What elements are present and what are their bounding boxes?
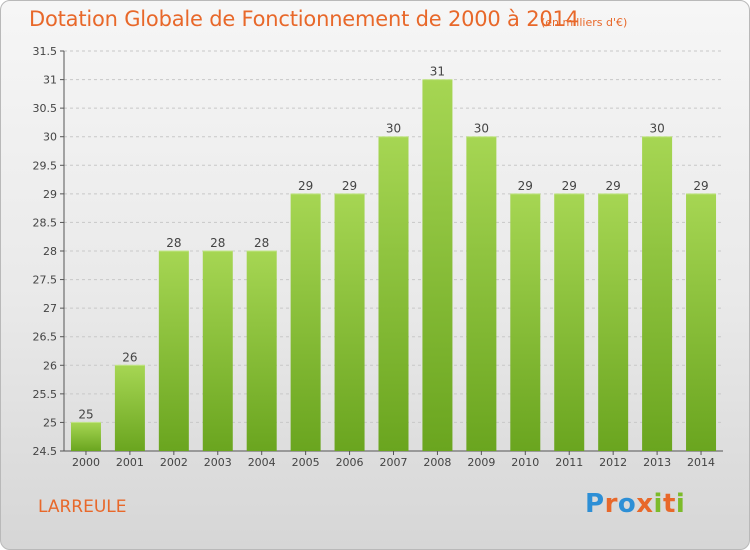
bar-value-label: 30 xyxy=(386,122,401,136)
bar xyxy=(510,193,541,451)
x-tick-label: 2014 xyxy=(687,456,715,469)
y-tick-label: 28.5 xyxy=(33,216,58,229)
y-tick-label: 31.5 xyxy=(33,45,58,58)
y-tick-label: 24.5 xyxy=(33,445,58,458)
x-tick-label: 2002 xyxy=(160,456,188,469)
bar xyxy=(158,251,189,451)
bar xyxy=(554,193,585,451)
bar xyxy=(202,251,233,451)
bar-value-label: 31 xyxy=(430,65,445,79)
bar xyxy=(598,193,629,451)
bar-value-label: 29 xyxy=(562,179,577,193)
y-tick-label: 27 xyxy=(43,302,57,315)
x-tick-label: 2010 xyxy=(511,456,539,469)
bar xyxy=(114,365,145,451)
bar-value-label: 25 xyxy=(78,407,93,421)
chart-title: Dotation Globale de Fonctionnement de 20… xyxy=(29,7,579,31)
proxiti-logo[interactable]: Proxiti xyxy=(585,489,686,519)
bar-value-label: 30 xyxy=(649,122,664,136)
x-tick-label: 2006 xyxy=(336,456,364,469)
bar-value-label: 29 xyxy=(342,179,357,193)
bar-value-label: 29 xyxy=(606,179,621,193)
x-tick-label: 2005 xyxy=(292,456,320,469)
x-tick-label: 2004 xyxy=(248,456,276,469)
bar-value-label: 28 xyxy=(166,236,181,250)
labels: 24.5 25 25.5 26 26.5 27 27.5 28 28.5 29 29.5 30 30.5… xyxy=(33,45,716,469)
bar xyxy=(246,251,277,451)
y-tick-label: 29 xyxy=(43,188,57,201)
bar xyxy=(642,136,673,451)
y-tick-label: 31 xyxy=(43,74,57,87)
bar-value-label: 29 xyxy=(298,179,313,193)
x-tick-label: 2013 xyxy=(643,456,671,469)
chart-subtitle: (en milliers d'€) xyxy=(541,16,628,29)
x-tick-label: 2008 xyxy=(423,456,451,469)
x-tick-label: 2007 xyxy=(380,456,408,469)
y-tick-label: 26 xyxy=(43,359,57,372)
x-tick-label: 2001 xyxy=(116,456,144,469)
y-tick-label: 25 xyxy=(43,416,57,429)
bar xyxy=(686,193,717,451)
bar-value-label: 26 xyxy=(122,350,137,364)
bar-value-label: 28 xyxy=(254,236,269,250)
y-tick-label: 30.5 xyxy=(33,102,58,115)
x-tick-label: 2011 xyxy=(555,456,583,469)
x-tick-label: 2003 xyxy=(204,456,232,469)
x-tick-label: 2009 xyxy=(467,456,495,469)
bar xyxy=(378,136,409,451)
x-tick-label: 2000 xyxy=(72,456,100,469)
bars xyxy=(70,79,717,452)
y-tick-label: 29.5 xyxy=(33,159,58,172)
y-tick-label: 27.5 xyxy=(33,274,58,287)
bar xyxy=(334,193,365,451)
bar-value-label: 29 xyxy=(693,179,708,193)
commune-name: LARREULE xyxy=(38,497,127,517)
bar-value-label: 28 xyxy=(210,236,225,250)
bar xyxy=(422,79,453,452)
y-tick-label: 26.5 xyxy=(33,331,58,344)
bar-value-label: 30 xyxy=(474,122,489,136)
y-tick-label: 30 xyxy=(43,131,57,144)
bar xyxy=(290,193,321,451)
bar xyxy=(466,136,497,451)
y-tick-label: 25.5 xyxy=(33,388,58,401)
bar xyxy=(70,422,101,451)
x-tick-label: 2012 xyxy=(599,456,627,469)
y-tick-label: 28 xyxy=(43,245,57,258)
bar-value-label: 29 xyxy=(518,179,533,193)
